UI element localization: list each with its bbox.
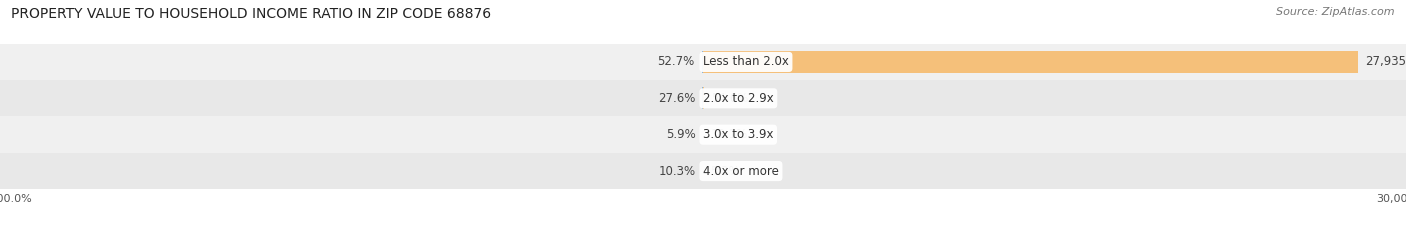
Text: Less than 2.0x: Less than 2.0x [703,55,789,69]
Text: 54.6%: 54.6% [711,92,748,105]
Text: 27.6%: 27.6% [658,92,696,105]
Text: 5.2%: 5.2% [710,164,740,178]
Text: 5.9%: 5.9% [666,128,696,141]
Text: PROPERTY VALUE TO HOUSEHOLD INCOME RATIO IN ZIP CODE 68876: PROPERTY VALUE TO HOUSEHOLD INCOME RATIO… [11,7,491,21]
Text: 27,935.9%: 27,935.9% [1365,55,1406,69]
Bar [0,116,1406,153]
Text: 10.3%: 10.3% [658,164,696,178]
Text: 3.0x to 3.9x: 3.0x to 3.9x [703,128,773,141]
Text: 52.7%: 52.7% [658,55,695,69]
Text: 4.0x or more: 4.0x or more [703,164,779,178]
Bar [0,153,1406,189]
Bar [0,44,1406,80]
Bar [0,80,1406,116]
Text: 2.0x to 2.9x: 2.0x to 2.9x [703,92,773,105]
Text: Source: ZipAtlas.com: Source: ZipAtlas.com [1277,7,1395,17]
Text: 18.1%: 18.1% [710,128,748,141]
Bar [703,51,1358,73]
